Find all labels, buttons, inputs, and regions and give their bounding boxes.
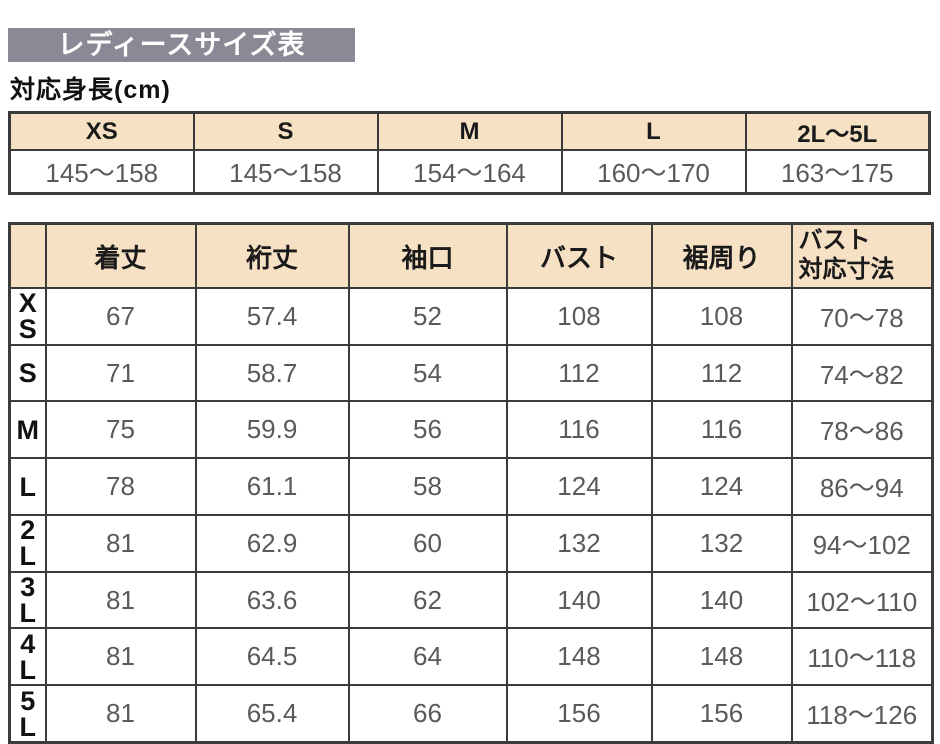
size-row-xs: XS 67 57.4 52 108 108 70～78 (8, 287, 934, 346)
cell-5l-body-length: 81 (44, 684, 197, 744)
size-row-5l: 5L 81 65.4 66 156 156 118～126 (8, 684, 934, 744)
cell-3l-body-length: 81 (44, 570, 197, 630)
cell-4l-hem: 148 (650, 627, 793, 687)
cell-m-body-length: 75 (44, 400, 197, 460)
cell-xs-sleeve-length: 57.4 (194, 287, 350, 346)
cell-xs-hem: 108 (650, 287, 793, 346)
cell-m-bust: 116 (505, 400, 653, 460)
size-row-s: S 71 58.7 54 112 112 74～82 (8, 343, 934, 403)
size-header-corner (8, 222, 47, 289)
page-title: レディースサイズ表 (8, 28, 355, 62)
cell-xs-bust-range: 70～78 (790, 287, 934, 346)
size-row-m: M 75 59.9 56 116 116 78～86 (8, 400, 934, 460)
cell-m-sleeve-length: 59.9 (194, 400, 350, 460)
height-value-2l-5l: 163～175 (744, 149, 931, 195)
row-label-2l: 2L (8, 513, 47, 573)
row-label-4l: 4L (8, 627, 47, 687)
cell-s-sleeve-length: 58.7 (194, 343, 350, 403)
size-row-3l: 3L 81 63.6 62 140 140 102～110 (8, 570, 934, 630)
size-header-bust: バスト (505, 222, 653, 289)
height-table-caption: 対応身長(cm) (10, 76, 171, 104)
size-table-header-row: 着丈 裄丈 袖口 バスト 裾周り バスト 対応寸法 (8, 222, 934, 289)
cell-s-hem: 112 (650, 343, 793, 403)
cell-3l-hem: 140 (650, 570, 793, 630)
cell-l-hem: 124 (650, 457, 793, 516)
height-table-value-row: 145～158 145～158 154～164 160～170 163～175 (8, 149, 931, 195)
height-header-l: L (560, 111, 747, 151)
cell-s-bust: 112 (505, 343, 653, 403)
cell-5l-cuff: 66 (347, 684, 508, 744)
row-label-l: L (8, 457, 47, 516)
height-table-header-row: XS S M L 2L～5L (8, 111, 931, 151)
cell-4l-sleeve-length: 64.5 (194, 627, 350, 687)
cell-s-body-length: 71 (44, 343, 197, 403)
cell-4l-bust: 148 (505, 627, 653, 687)
cell-m-cuff: 56 (347, 400, 508, 460)
cell-4l-body-length: 81 (44, 627, 197, 687)
height-value-m: 154～164 (376, 149, 563, 195)
size-header-body-length: 着丈 (44, 222, 197, 289)
cell-l-sleeve-length: 61.1 (194, 457, 350, 516)
cell-m-bust-range: 78～86 (790, 400, 934, 460)
cell-xs-body-length: 67 (44, 287, 197, 346)
height-table: XS S M L 2L～5L 145～158 145～158 154～164 1… (8, 111, 931, 195)
height-header-s: S (192, 111, 379, 151)
row-label-s: S (8, 343, 47, 403)
cell-xs-cuff: 52 (347, 287, 508, 346)
row-label-m: M (8, 400, 47, 460)
size-header-bust-range: バスト 対応寸法 (790, 222, 934, 289)
cell-5l-sleeve-length: 65.4 (194, 684, 350, 744)
height-header-m: M (376, 111, 563, 151)
cell-3l-bust-range: 102～110 (790, 570, 934, 630)
size-header-hem: 裾周り (650, 222, 793, 289)
cell-l-bust-range: 86～94 (790, 457, 934, 516)
height-value-s: 145～158 (192, 149, 379, 195)
cell-2l-bust: 132 (505, 513, 653, 573)
cell-4l-cuff: 64 (347, 627, 508, 687)
cell-3l-sleeve-length: 63.6 (194, 570, 350, 630)
cell-5l-bust-range: 118～126 (790, 684, 934, 744)
size-spec-table: 着丈 裄丈 袖口 バスト 裾周り バスト 対応寸法 XS 67 57.4 52 … (8, 222, 934, 744)
cell-xs-bust: 108 (505, 287, 653, 346)
size-row-2l: 2L 81 62.9 60 132 132 94～102 (8, 513, 934, 573)
cell-s-bust-range: 74～82 (790, 343, 934, 403)
cell-2l-cuff: 60 (347, 513, 508, 573)
cell-5l-bust: 156 (505, 684, 653, 744)
height-value-xs: 145～158 (8, 149, 195, 195)
cell-2l-body-length: 81 (44, 513, 197, 573)
cell-3l-bust: 140 (505, 570, 653, 630)
cell-l-bust: 124 (505, 457, 653, 516)
cell-2l-sleeve-length: 62.9 (194, 513, 350, 573)
cell-5l-hem: 156 (650, 684, 793, 744)
cell-2l-hem: 132 (650, 513, 793, 573)
size-row-4l: 4L 81 64.5 64 148 148 110～118 (8, 627, 934, 687)
cell-m-hem: 116 (650, 400, 793, 460)
cell-2l-bust-range: 94～102 (790, 513, 934, 573)
size-row-l: L 78 61.1 58 124 124 86～94 (8, 457, 934, 516)
cell-l-body-length: 78 (44, 457, 197, 516)
cell-l-cuff: 58 (347, 457, 508, 516)
cell-4l-bust-range: 110～118 (790, 627, 934, 687)
cell-3l-cuff: 62 (347, 570, 508, 630)
size-header-sleeve-length: 裄丈 (194, 222, 350, 289)
cell-s-cuff: 54 (347, 343, 508, 403)
size-header-cuff: 袖口 (347, 222, 508, 289)
row-label-3l: 3L (8, 570, 47, 630)
row-label-xs: XS (8, 287, 47, 346)
row-label-5l: 5L (8, 684, 47, 744)
height-header-2l-5l: 2L～5L (744, 111, 931, 151)
height-value-l: 160～170 (560, 149, 747, 195)
height-header-xs: XS (8, 111, 195, 151)
